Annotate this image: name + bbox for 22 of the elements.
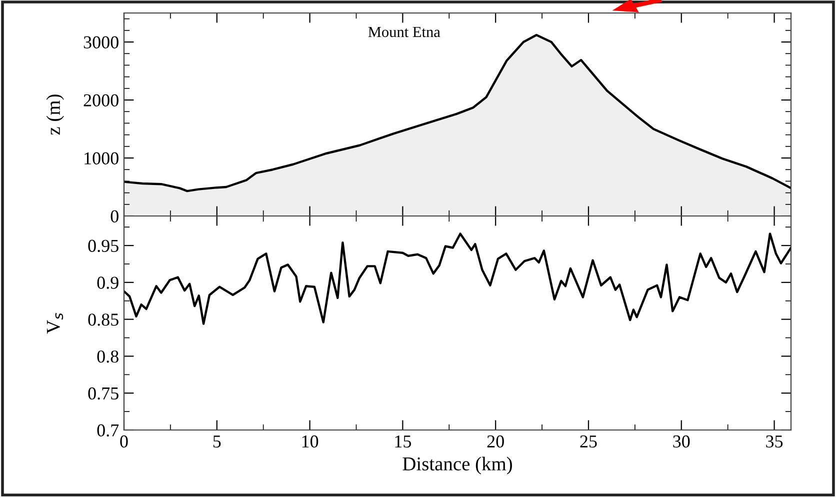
y-tick-label: 3000 (84, 36, 118, 48)
x-tick-label: 30 (673, 435, 690, 448)
x-tick-label: 5 (213, 436, 221, 448)
y-tick-label: 0.9 (97, 276, 118, 289)
y-tick-label: 1000 (84, 152, 118, 164)
x-tick-label: 0 (120, 435, 128, 448)
y-tick-label: 0.7 (97, 424, 119, 437)
x-tick-label: 10 (302, 435, 318, 448)
y-tick-label: 0.75 (88, 387, 118, 400)
y-tick-label: 0 (110, 210, 118, 222)
annotation: Mount Etna (368, 26, 440, 38)
x-tick-label: 25 (580, 435, 597, 448)
x-tick-label: 20 (487, 435, 504, 448)
x-axis-title: Distance (km) (402, 456, 512, 474)
y-tick-label: 0.85 (88, 314, 118, 326)
x-tick-label: 15 (395, 435, 412, 448)
y-tick-label: 0.8 (97, 350, 118, 363)
x-tick-label: 35 (766, 435, 783, 448)
y-axis-title: V$_{s}$ (46, 312, 64, 334)
y-tick-label: 2000 (84, 94, 118, 106)
y-tick-label: 0.95 (88, 240, 118, 252)
y-axis-title: z (m) (46, 94, 64, 135)
